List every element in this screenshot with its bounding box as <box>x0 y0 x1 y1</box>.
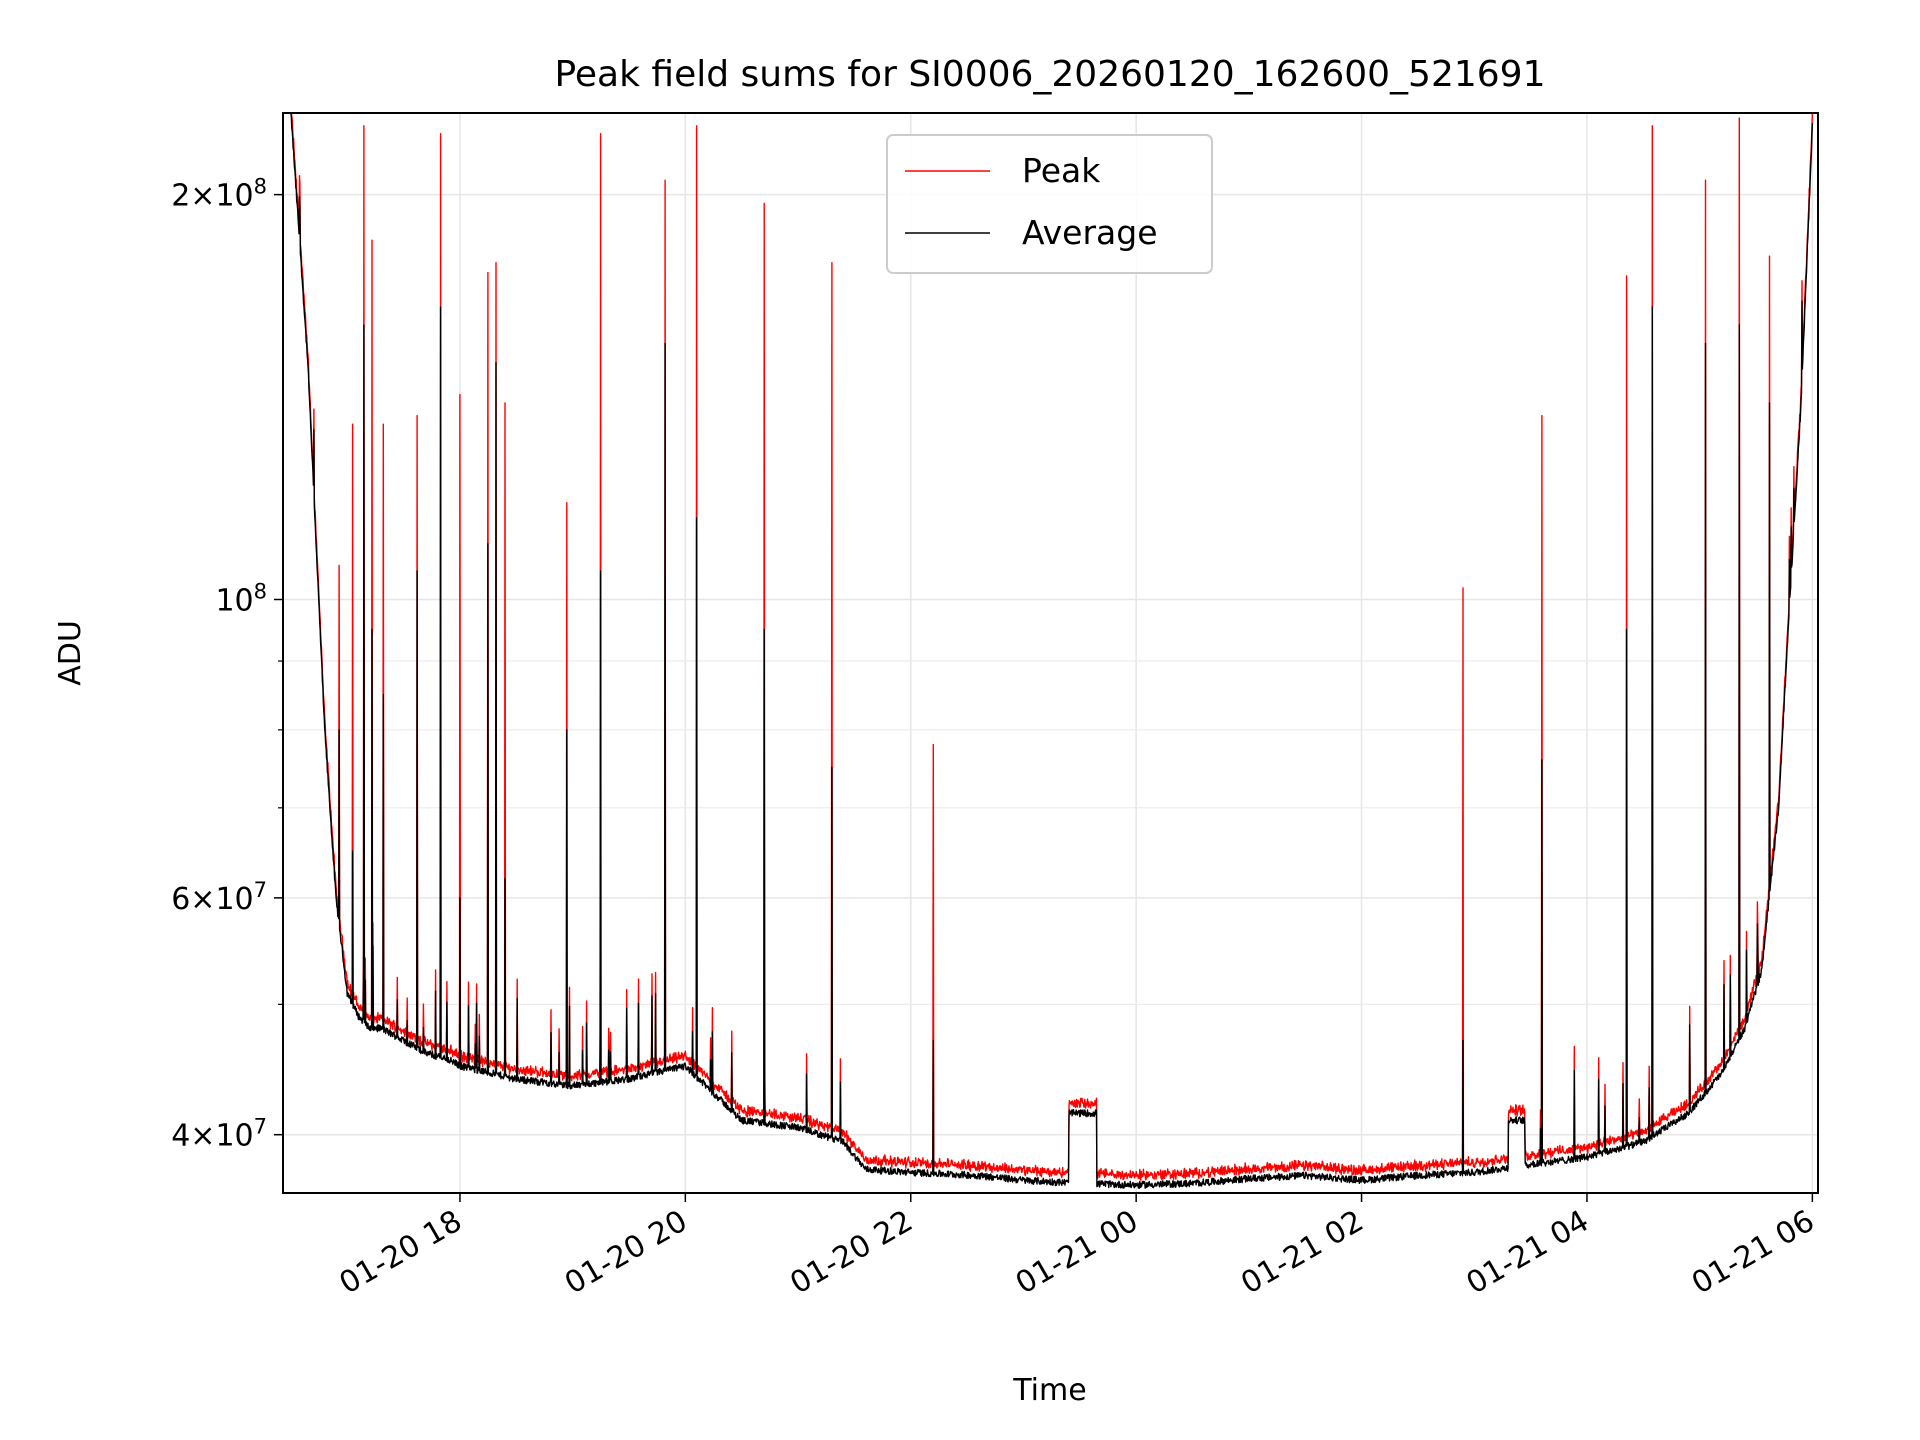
x-axis-label: Time <box>1012 1373 1086 1408</box>
series-average-line <box>290 112 1814 1189</box>
legend-average-label: Average <box>1022 213 1158 252</box>
series-peak-line <box>290 112 1814 1181</box>
legend: Peak Average <box>886 134 1213 274</box>
y-axis-label: ADU <box>53 620 88 686</box>
chart-title: Peak field sums for SI0006_20260120_1626… <box>554 54 1545 95</box>
legend-peak-label: Peak <box>1022 151 1101 190</box>
y-tick-label: 4×107 <box>171 1115 267 1154</box>
y-axis: 4×107 6×107 108 2×108 <box>171 175 283 1154</box>
legend-box <box>886 134 1213 274</box>
y-tick-label: 2×108 <box>171 175 267 214</box>
axes-frame <box>282 112 1819 1194</box>
y-tick-label: 6×107 <box>171 878 267 917</box>
y-tick-label: 108 <box>215 579 267 618</box>
plot-area <box>290 112 1814 1189</box>
